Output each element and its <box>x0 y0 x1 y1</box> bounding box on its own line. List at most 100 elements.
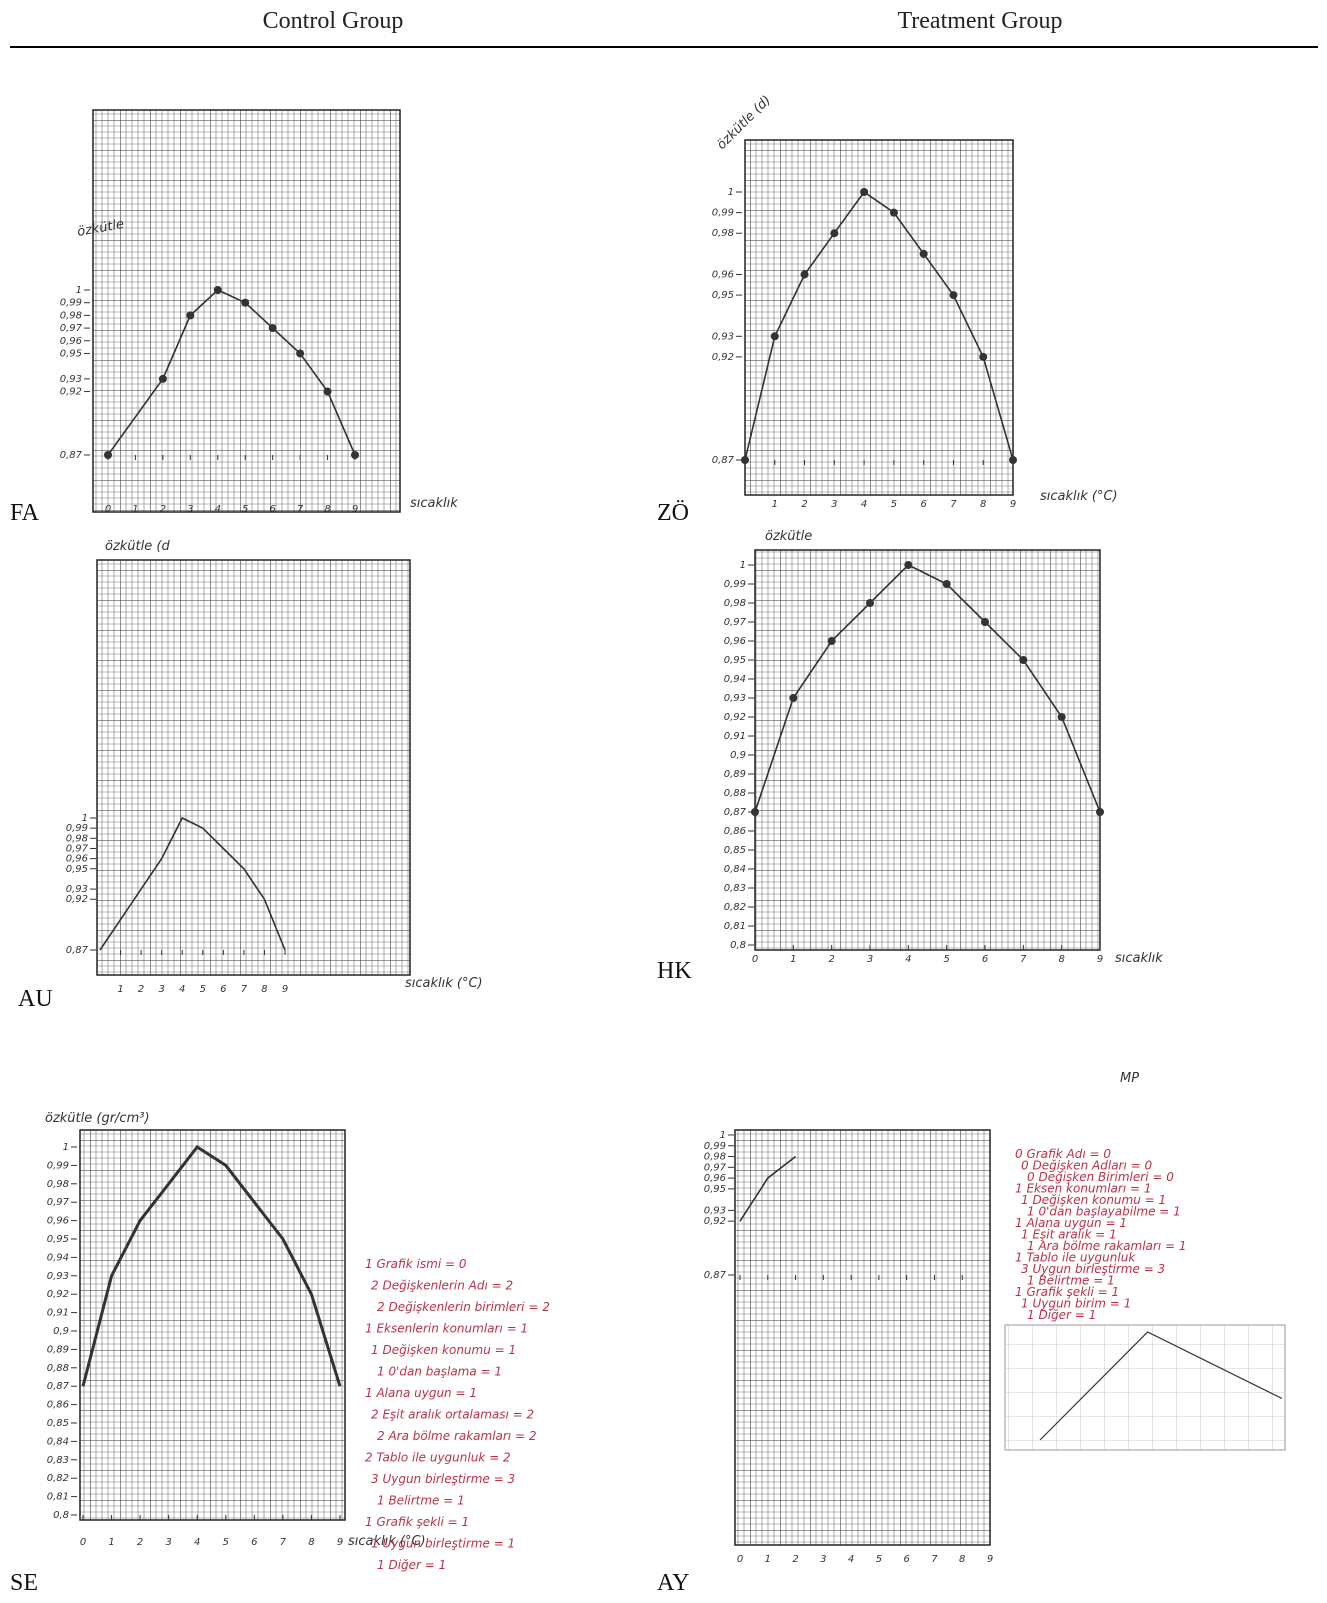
x-tick-label: 8 <box>324 504 330 515</box>
y-tick-label: 0,87 <box>60 450 83 461</box>
grading-note: 1 Grafik şekli = 1 <box>365 1515 469 1529</box>
y-tick-label: 0,92 <box>66 894 88 905</box>
grading-note: 2 Değişkenlerin Adı = 2 <box>371 1279 513 1293</box>
y-tick-label: 1 <box>728 187 734 198</box>
y-tick-label: 1 <box>740 560 746 571</box>
column-header: Treatment Group <box>897 8 1062 34</box>
grading-note: 1 Tablo ile uygunluk <box>1015 1251 1136 1265</box>
grading-note: 1 Değişken konumu = 1 <box>371 1343 516 1357</box>
x-tick-label: 5 <box>242 504 248 515</box>
data-point <box>241 298 250 307</box>
x-axis-label: sıcaklık (°C) <box>1040 489 1118 504</box>
x-axis-label: sıcaklık <box>1115 951 1163 966</box>
y-tick-label: 0,98 <box>66 833 88 844</box>
y-tick-label: 0,82 <box>47 1473 69 1484</box>
data-point <box>860 188 869 196</box>
data-point <box>1009 456 1017 464</box>
grading-note: 2 Tablo ile uygunluk = 2 <box>365 1451 511 1465</box>
x-tick-label: 4 <box>861 499 867 510</box>
grading-note: 1 Ara bölme rakamları = 1 <box>1027 1239 1187 1253</box>
y-tick-label: 0,95 <box>712 290 734 301</box>
y-tick-label: 0,83 <box>724 883 746 894</box>
grid-paper <box>96 559 411 976</box>
data-point <box>866 599 874 607</box>
x-axis-label: sıcaklık (°C) <box>405 976 483 991</box>
x-tick-label: 7 <box>1020 954 1027 965</box>
x-tick-label: 1 <box>132 504 138 515</box>
grading-note: 0 Grafik Adı = 0 <box>1015 1147 1111 1161</box>
y-tick-label: 0,8 <box>730 940 746 951</box>
grading-note: 0 Değişken Birimleri = 0 <box>1027 1170 1174 1184</box>
y-tick-label: 0,98 <box>704 1152 726 1163</box>
x-tick-label: 5 <box>943 954 949 965</box>
grading-note: 1 Eksen konumları = 1 <box>1015 1182 1152 1196</box>
x-tick-label: 7 <box>280 1537 287 1548</box>
data-point <box>904 561 913 569</box>
y-tick-label: 0,92 <box>47 1289 69 1300</box>
x-tick-label: 8 <box>959 1554 965 1565</box>
y-tick-label: 0,87 <box>712 455 735 466</box>
data-point <box>830 229 839 238</box>
y-tick-label: 0,96 <box>66 854 88 865</box>
x-tick-label: 4 <box>905 954 911 965</box>
grading-note: 1 Grafik şekli = 1 <box>1015 1285 1119 1299</box>
x-tick-label: 9 <box>282 984 288 995</box>
grading-note: 1 Diğer = 1 <box>377 1558 446 1572</box>
y-tick-label: 0,96 <box>47 1216 69 1227</box>
density-curve <box>81 1144 342 1387</box>
panel-label: SE <box>10 1570 38 1596</box>
data-point <box>979 352 988 361</box>
inset-curve <box>1039 1331 1283 1441</box>
x-tick-label: 3 <box>158 984 164 995</box>
x-tick-label: 6 <box>982 954 988 965</box>
y-tick-label: 0,97 <box>704 1162 727 1173</box>
x-tick-label: 3 <box>831 499 837 510</box>
data-point <box>323 387 332 396</box>
grading-note: 1 Belirtme = 1 <box>377 1494 465 1508</box>
x-tick-label: 5 <box>223 1537 229 1548</box>
x-tick-label: 2 <box>138 984 144 995</box>
data-point <box>919 249 928 258</box>
y-tick-label: 0,95 <box>47 1234 69 1245</box>
y-tick-label: 0,93 <box>66 884 88 895</box>
grading-note: 3 Uygun birleştirme = 3 <box>371 1472 515 1486</box>
x-tick-label: 8 <box>261 984 267 995</box>
y-tick-label: 0,84 <box>47 1436 69 1447</box>
data-point <box>268 324 277 333</box>
grading-note: 1 Alana uygun = 1 <box>1015 1216 1127 1230</box>
x-tick-label: 8 <box>1058 954 1064 965</box>
y-tick-label: 0,98 <box>724 598 746 609</box>
density-curve <box>754 564 1101 813</box>
y-tick-label: 0,87 <box>704 1270 727 1281</box>
y-tick-label: 0,96 <box>60 336 82 347</box>
y-tick-label: 0,97 <box>66 843 89 854</box>
y-tick-label: 0,98 <box>60 310 82 321</box>
y-tick-label: 0,88 <box>724 788 746 799</box>
x-tick-label: 8 <box>980 499 986 510</box>
data-point <box>351 451 359 459</box>
x-tick-label: 1 <box>108 1537 114 1548</box>
y-tick-label: 0,99 <box>60 298 82 309</box>
y-tick-label: 0,87 <box>47 1381 70 1392</box>
grading-note: 1 Grafik ismi = 0 <box>365 1257 467 1271</box>
data-point <box>104 451 112 459</box>
y-tick-label: 0,92 <box>724 712 746 723</box>
y-tick-label: 1 <box>63 1142 69 1153</box>
data-point <box>213 286 222 294</box>
x-tick-label: 5 <box>200 984 206 995</box>
y-axis-label: özkütle (gr/cm³) <box>45 1111 150 1126</box>
panel-label: AU <box>18 986 53 1012</box>
y-tick-label: 0,97 <box>724 617 747 628</box>
x-tick-label: 0 <box>737 1554 743 1565</box>
x-tick-label: 3 <box>187 504 193 515</box>
y-tick-label: 0,96 <box>704 1173 726 1184</box>
panel-label: HK <box>657 958 692 984</box>
x-tick-label: 3 <box>867 954 873 965</box>
x-tick-label: 0 <box>105 504 111 515</box>
y-tick-label: 0,93 <box>712 331 734 342</box>
y-tick-label: 0,86 <box>724 826 746 837</box>
x-tick-label: 6 <box>903 1554 909 1565</box>
y-tick-label: 0,99 <box>66 823 88 834</box>
x-tick-label: 2 <box>828 954 834 965</box>
